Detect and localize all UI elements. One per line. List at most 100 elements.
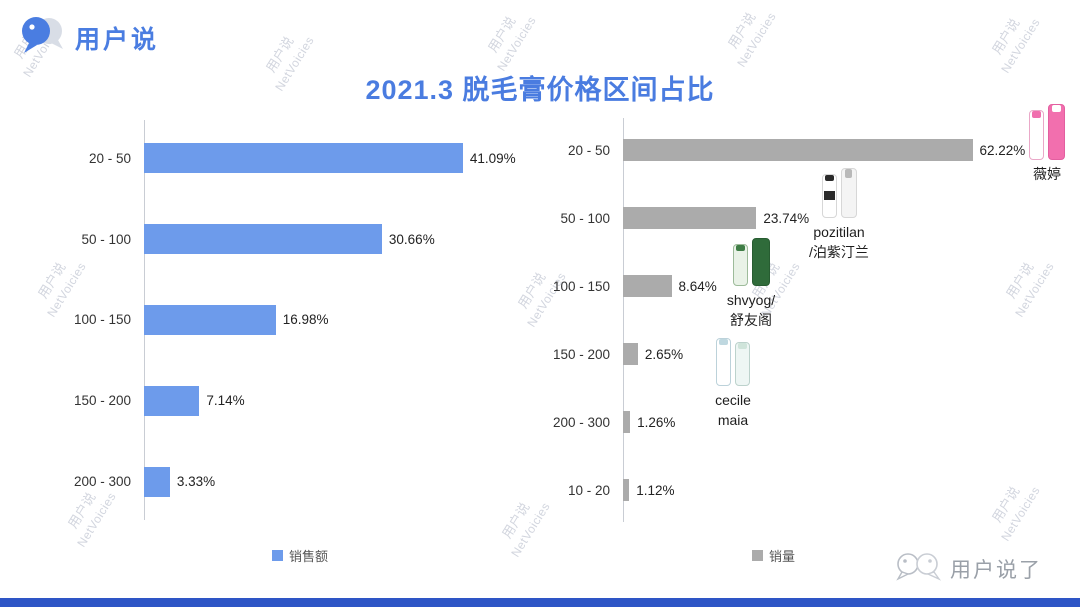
bar-row: 150 - 200 2.65%: [545, 343, 1005, 365]
bar: [144, 143, 463, 174]
bar-track: 30.66%: [144, 224, 532, 255]
bar-row: 50 - 100 30.66%: [62, 224, 532, 255]
bar: [144, 304, 276, 335]
product-image-pozitilan: [821, 168, 857, 218]
product-image-cecile-tube-1: [716, 338, 731, 386]
value-label: 41.09%: [469, 150, 516, 166]
value-label: 7.14%: [206, 393, 245, 409]
legend-label: 销量: [769, 549, 796, 564]
bar-track: 2.65%: [623, 343, 1005, 365]
bottom-strip: [0, 598, 1080, 607]
bar-track: 1.12%: [623, 479, 1005, 501]
product-label: shvyog/: [726, 292, 776, 308]
bar-track: 23.74%: [623, 207, 1005, 229]
category-label: 200 - 300: [73, 474, 131, 490]
value-label: 3.33%: [176, 474, 216, 490]
bird-logo-icon: [20, 14, 66, 61]
bar: [623, 275, 672, 297]
value-label: 30.66%: [388, 231, 435, 247]
value-label: 2.65%: [644, 346, 684, 362]
product-image-shvyog-box: [751, 238, 770, 286]
bar-row: 20 - 50 41.09%: [62, 143, 532, 174]
brand-logo: 用户说: [20, 14, 159, 61]
value-label: 16.98%: [282, 312, 329, 328]
bar-track: 8.64%: [623, 275, 1005, 297]
bar-track: 1.26%: [623, 411, 1005, 433]
product-label: /泊紫汀兰: [809, 244, 869, 261]
product-image-veet: [1029, 104, 1065, 160]
product-label: maia: [717, 412, 749, 429]
bar-track: 7.14%: [144, 385, 532, 416]
footer-brand: 用户说了: [894, 551, 1042, 587]
product-image-shvyog-tube: [732, 244, 748, 286]
product-label: 薇婷: [1033, 166, 1061, 182]
product-image-veet-bottle: [1029, 110, 1044, 160]
product-annotation-pozitilan: pozitilan /泊紫汀兰: [796, 168, 882, 263]
bar-track: 62.22%: [623, 139, 1025, 161]
axis-line: [623, 118, 624, 522]
category-label: 200 - 300: [552, 414, 610, 430]
product-annotation-cecile-maia: cecile maia: [690, 338, 776, 431]
bar-row: 150 - 200 7.14%: [62, 385, 532, 416]
value-label: 1.26%: [637, 414, 676, 430]
product-annotation-veet: 薇婷: [1004, 104, 1080, 184]
value-label: 8.64%: [678, 278, 717, 294]
chart-sales-amount: 20 - 50 41.09% 50 - 100 30.66% 100 - 150 16.9…: [62, 118, 532, 522]
category-label: 50 - 100: [81, 231, 131, 247]
category-label: 150 - 200: [552, 346, 610, 362]
value-label: 62.22%: [979, 142, 1026, 158]
product-label: cecile: [715, 392, 751, 408]
bar-row: 200 - 300 3.33%: [62, 466, 532, 497]
brand-name: 用户说: [75, 25, 160, 54]
value-label: 23.74%: [763, 210, 810, 226]
bar: [623, 479, 630, 501]
bar-row: 200 - 300 1.26%: [545, 411, 1005, 433]
product-image-cecile-tube-2: [735, 342, 750, 386]
bar: [144, 224, 382, 255]
legend-sales-volume: 销量: [752, 546, 795, 565]
legend-color-swatch: [272, 550, 283, 561]
bar-row: 10 - 20 1.12%: [545, 479, 1005, 501]
product-image-cecile-maia: [716, 338, 750, 386]
category-label: 150 - 200: [73, 393, 131, 409]
product-image-shvyog: [732, 238, 770, 286]
bar-row: 50 - 100 23.74%: [545, 207, 1005, 229]
category-label: 20 - 50: [567, 142, 610, 158]
bar: [623, 207, 757, 229]
product-label: 舒友阁: [730, 312, 772, 329]
bird-outline-icon: [894, 551, 944, 587]
page-title: 2021.3 脱毛膏价格区间占比: [365, 75, 715, 105]
category-label: 100 - 150: [73, 312, 131, 328]
bar-track: 16.98%: [144, 304, 532, 335]
bar-row: 100 - 150 8.64%: [545, 275, 1005, 297]
category-label: 10 - 20: [567, 482, 610, 498]
legend-label: 销售额: [289, 549, 329, 564]
value-label: 1.12%: [636, 482, 675, 498]
chart-sales-volume: 20 - 50 62.22% 50 - 100 23.74% 100 - 150 8.64…: [545, 116, 1025, 524]
product-label: pozitilan: [813, 224, 865, 240]
product-annotation-shvyog: shvyog/ 舒友阁: [708, 238, 794, 331]
bar: [623, 411, 631, 433]
product-image-veet-tube: [1048, 104, 1065, 160]
bar-track: 41.09%: [144, 143, 532, 174]
legend-sales-amount: 销售额: [272, 546, 328, 565]
category-label: 50 - 100: [560, 210, 610, 226]
legend-color-swatch: [752, 550, 763, 561]
bar: [144, 385, 200, 416]
category-label: 100 - 150: [552, 278, 610, 294]
bar: [623, 139, 973, 161]
footer-brand-text: 用户说了: [950, 559, 1042, 582]
bar: [144, 466, 170, 497]
bar-row: 20 - 50 62.22%: [545, 139, 1025, 161]
bar-row: 100 - 150 16.98%: [62, 304, 532, 335]
category-label: 20 - 50: [88, 150, 131, 166]
product-image-pozitilan-pump: [840, 168, 857, 218]
bar: [623, 343, 638, 365]
bar-track: 3.33%: [144, 466, 532, 497]
product-image-pozitilan-tube: [821, 174, 837, 218]
